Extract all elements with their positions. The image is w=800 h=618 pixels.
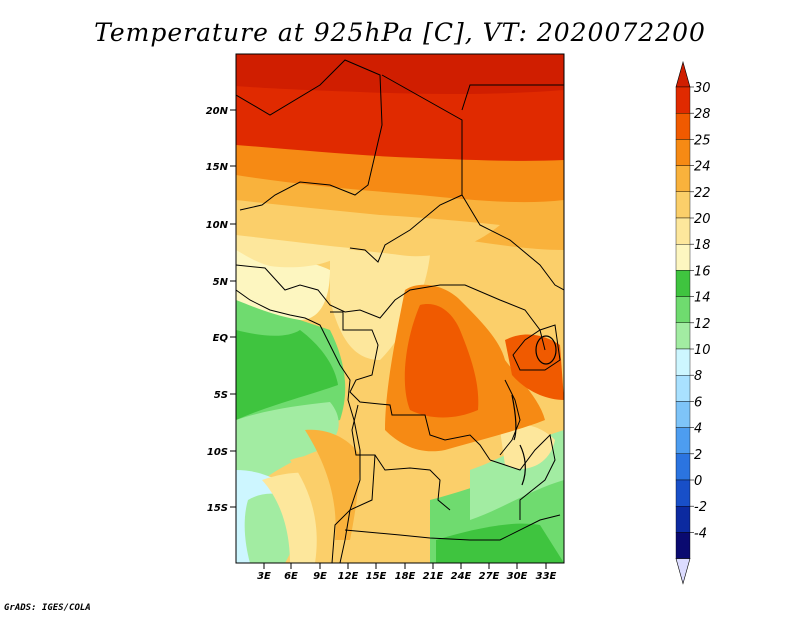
- colorbar-bottom-triangle: [675, 558, 691, 585]
- colorbar-label: 16: [694, 264, 711, 279]
- lon-tick-label: 18E: [395, 571, 416, 582]
- lat-tick-label: 5N: [213, 277, 229, 288]
- lon-tick-label: 33E: [536, 571, 557, 582]
- colorbar-label: -2: [694, 500, 707, 515]
- lat-tick-label: 15S: [207, 503, 228, 514]
- colorbar-label: 6: [694, 395, 702, 410]
- colorbar-label: 14: [694, 291, 711, 306]
- colorbar-label: 24: [694, 160, 711, 175]
- colorbar-swatch: [675, 243, 691, 271]
- colorbar-label: 10: [694, 343, 711, 358]
- colorbar-top-triangle: [675, 60, 691, 88]
- colorbar-label: 8: [694, 369, 702, 384]
- lake-outlines: [511, 335, 557, 486]
- colorbar-swatch: [675, 348, 691, 376]
- colorbar-label: 25: [694, 133, 711, 148]
- colorbar-swatch: [675, 270, 691, 297]
- colorbar-swatch: [675, 165, 691, 193]
- lon-tick-label: 24E: [451, 571, 472, 582]
- plot-frame: [235, 53, 565, 564]
- colorbar-label: 28: [694, 107, 711, 122]
- colorbar-swatch: [675, 296, 691, 324]
- colorbar-swatch: [675, 217, 691, 245]
- colorbar-label: 4: [694, 422, 702, 437]
- colorbar-swatch: [675, 191, 691, 219]
- latitude-ticks: 20N 15N 10N 5N EQ 5S 10S 15S: [206, 106, 236, 514]
- lon-tick-label: 21E: [423, 571, 444, 582]
- colorbar-label: 0: [694, 474, 702, 489]
- colorbar-swatch: [675, 506, 691, 533]
- colorbar-swatch: [675, 401, 691, 428]
- lon-tick-label: 27E: [479, 571, 500, 582]
- colorbar-label: 12: [694, 317, 711, 332]
- colorbar-label: 20: [694, 212, 711, 227]
- lat-tick-label: 10S: [207, 447, 228, 458]
- country-borders: [236, 59, 564, 563]
- colorbar-label: -4: [694, 526, 707, 541]
- lat-tick-label: 5S: [214, 390, 228, 401]
- lat-tick-label: 15N: [206, 162, 229, 173]
- map-title: Temperature at 925hPa [C], VT: 202007220…: [94, 18, 706, 47]
- lon-tick-label: 15E: [366, 571, 387, 582]
- temperature-field: [236, 54, 564, 563]
- colorbar-swatch: [675, 479, 691, 507]
- lat-tick-label: EQ: [213, 333, 229, 344]
- colorbar-label: 18: [694, 238, 711, 253]
- longitude-ticks: 3E 6E 9E 12E 15E 18E 21E 24E 27E 30E 33E: [257, 563, 557, 582]
- colorbar-swatch: [675, 453, 691, 481]
- colorbar-swatch: [675, 427, 691, 455]
- colorbar-label: 30: [694, 81, 711, 96]
- colorbar-swatch: [675, 375, 691, 402]
- lon-tick-label: 12E: [338, 571, 359, 582]
- colorbar-swatch: [675, 86, 691, 114]
- colorbar-swatch: [675, 322, 691, 350]
- colorbar-label: 2: [694, 448, 702, 463]
- lat-tick-label: 20N: [206, 106, 229, 117]
- colorbar-swatch: [675, 532, 691, 559]
- lon-tick-label: 6E: [284, 571, 298, 582]
- colorbar-swatch: [675, 112, 691, 140]
- lon-tick-label: 3E: [257, 571, 271, 582]
- grads-credit: GrADS: IGES/COLA: [4, 603, 91, 613]
- lon-tick-label: 30E: [507, 571, 528, 582]
- lon-tick-label: 9E: [313, 571, 327, 582]
- colorbar-label: 22: [694, 186, 711, 201]
- colorbar-swatch: [675, 139, 691, 166]
- lat-tick-label: 10N: [206, 220, 229, 231]
